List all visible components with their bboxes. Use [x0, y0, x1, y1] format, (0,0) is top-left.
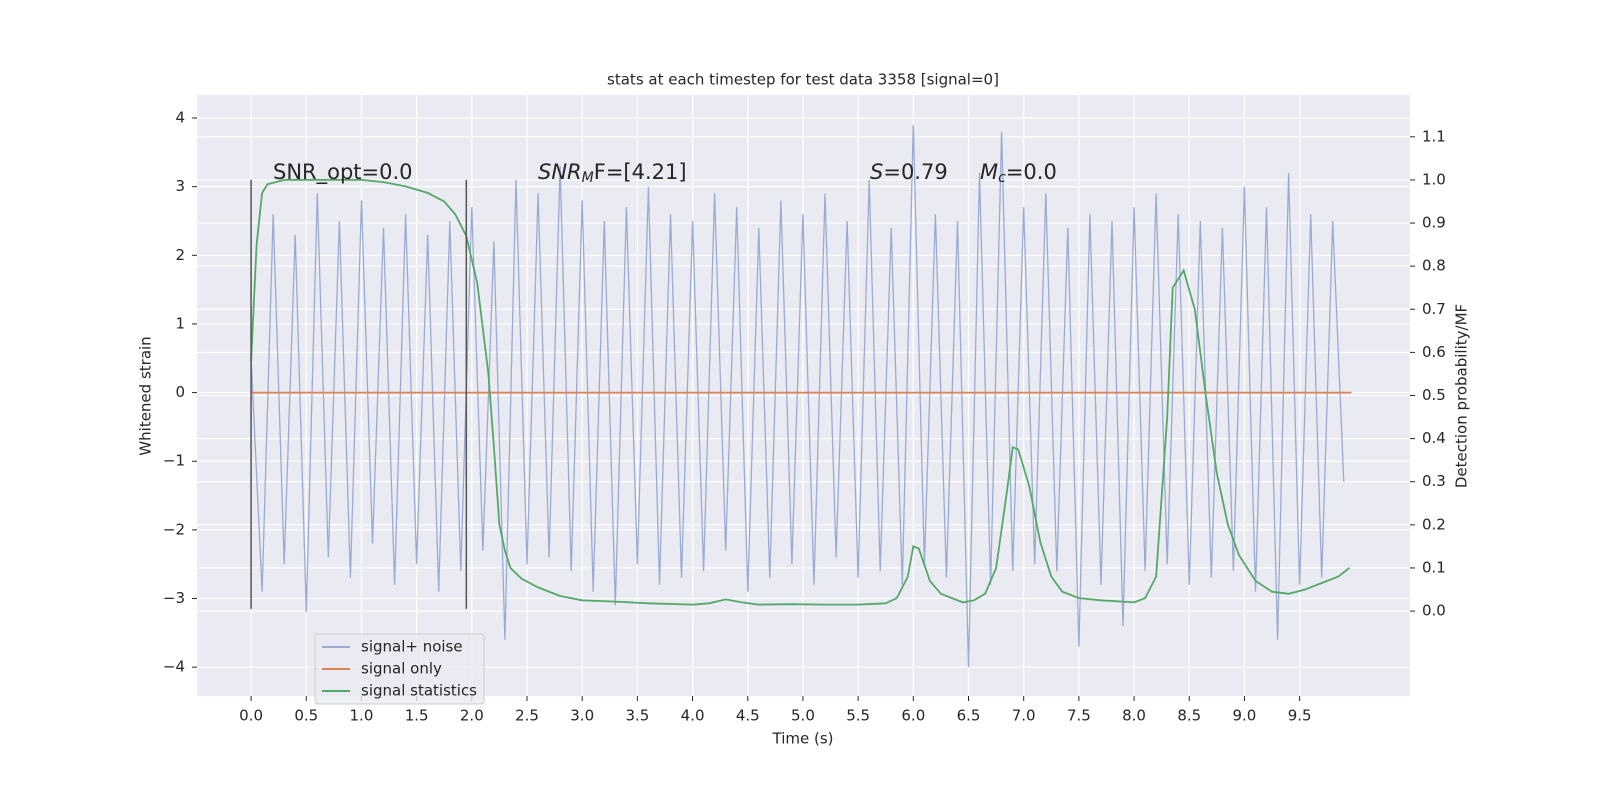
- x-tick-label: 2.0: [460, 707, 484, 725]
- legend-label: signal statistics: [361, 682, 477, 700]
- y2-tick-label: 1.0: [1422, 170, 1446, 188]
- annotation-part: S: [870, 160, 883, 184]
- y-tick-label: 4: [175, 108, 185, 126]
- annotation-part: =0.79: [883, 160, 947, 184]
- y2-tick-label: 0.4: [1422, 429, 1446, 447]
- annotation-part: c: [998, 170, 1006, 186]
- x-tick-label: 0.5: [294, 707, 318, 725]
- x-tick-label: 8.0: [1122, 707, 1146, 725]
- y2-axis-label: Detection probability/MF: [1453, 304, 1471, 488]
- x-tick-label: 5.5: [846, 707, 870, 725]
- x-tick-label: 9.5: [1288, 707, 1312, 725]
- y-tick-label: −2: [163, 520, 185, 538]
- annotation-part: SNR: [538, 160, 582, 184]
- y-axis-label: Whitened strain: [137, 336, 155, 455]
- y-tick-label: 1: [175, 314, 185, 332]
- y-tick-label: 2: [175, 246, 185, 264]
- y2-tick-label: 0.2: [1422, 515, 1446, 533]
- x-tick-label: 3.0: [570, 707, 594, 725]
- y-tick-label: 0: [175, 383, 185, 401]
- x-tick-label: 7.5: [1067, 707, 1091, 725]
- y2-tick-label: 0.6: [1422, 343, 1446, 361]
- y-tick-label: 3: [175, 177, 185, 195]
- legend-label: signal only: [361, 660, 442, 678]
- annotation-part: SNR_opt=0.0: [273, 160, 413, 185]
- x-tick-label: 2.5: [515, 707, 539, 725]
- legend: signal+ noise signal only signal statistic…: [314, 633, 485, 705]
- y2-tick-label: 0.5: [1422, 386, 1446, 404]
- annotation: SNRMF=[4.21]: [538, 160, 687, 186]
- y2-tick-label: 0.0: [1422, 602, 1446, 620]
- x-tick-label: 1.5: [405, 707, 429, 725]
- y-tick-label: −1: [163, 452, 185, 470]
- legend-label: signal+ noise: [361, 638, 463, 656]
- annotation-part: M: [980, 160, 998, 184]
- x-tick-label: 6.5: [957, 707, 981, 725]
- x-tick-label: 4.0: [681, 707, 705, 725]
- annotation: SNR_opt=0.0: [273, 160, 413, 185]
- y2-tick-label: 0.7: [1422, 300, 1446, 318]
- series-line: [250, 179, 1350, 606]
- annotation-part: F=[4.21]: [594, 160, 687, 184]
- y2-tick-label: 1.1: [1422, 127, 1446, 145]
- x-tick-label: 9.0: [1233, 707, 1257, 725]
- x-tick-label: 0.0: [239, 707, 263, 725]
- x-tick-label: 1.0: [350, 707, 374, 725]
- x-tick-label: 3.5: [625, 707, 649, 725]
- annotation-part: M: [582, 170, 594, 186]
- y-tick-label: −3: [163, 589, 185, 607]
- y-tick-label: −4: [163, 658, 185, 676]
- x-tick-label: 6.0: [901, 707, 925, 725]
- legend-box: [314, 633, 485, 705]
- y2-tick-label: 0.8: [1422, 257, 1446, 275]
- x-tick-label: 7.0: [1012, 707, 1036, 725]
- chart-title: stats at each timestep for test data 335…: [607, 71, 999, 89]
- y2-tick-label: 0.3: [1422, 472, 1446, 490]
- x-tick-label: 8.5: [1177, 707, 1201, 725]
- x-axis-label: Time (s): [772, 730, 834, 748]
- y2-tick-label: 0.1: [1422, 558, 1446, 576]
- x-tick-label: 4.5: [736, 707, 760, 725]
- y2-tick-label: 0.9: [1422, 214, 1446, 232]
- annotation-part: =0.0: [1006, 160, 1057, 184]
- series-line: [250, 124, 1345, 668]
- annotation: S=0.79: [870, 160, 948, 184]
- x-tick-label: 5.0: [791, 707, 815, 725]
- annotation: Mc=0.0: [980, 160, 1057, 186]
